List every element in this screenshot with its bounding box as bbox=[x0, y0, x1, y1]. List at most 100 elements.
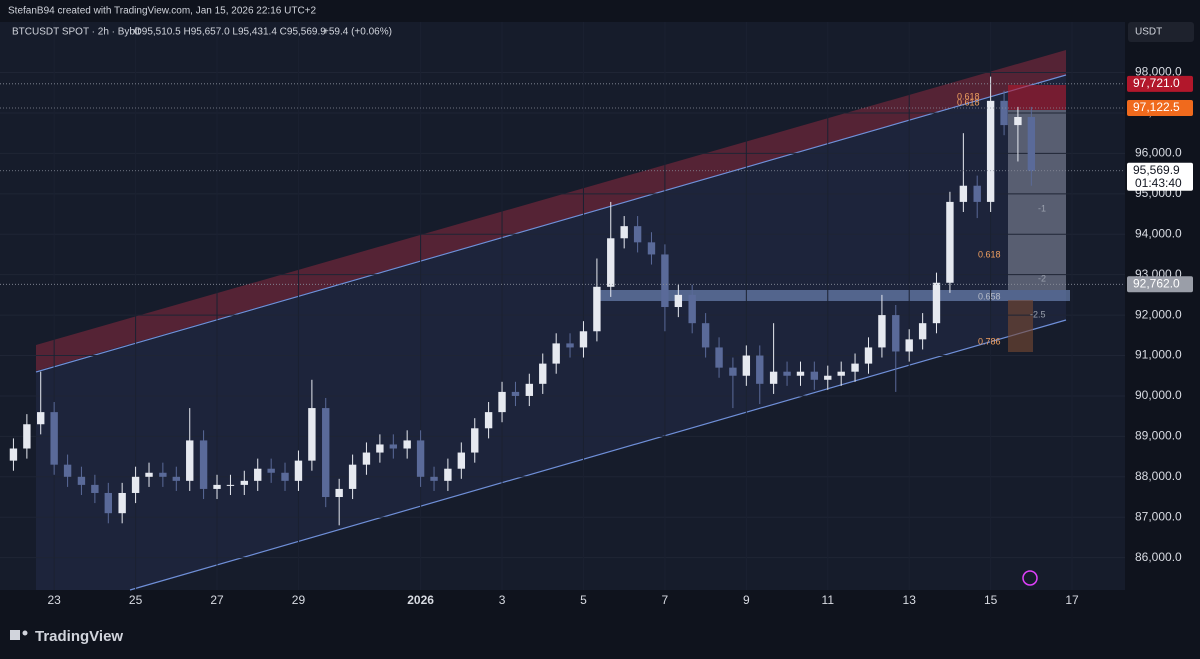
alert-icon[interactable] bbox=[1022, 570, 1038, 586]
channel-top bbox=[35, 74, 1067, 373]
candle-body bbox=[837, 371, 845, 376]
candle bbox=[23, 414, 31, 459]
candle bbox=[1014, 106, 1022, 162]
candle bbox=[824, 365, 832, 390]
candle bbox=[892, 304, 900, 392]
brand: TradingView bbox=[35, 628, 123, 645]
candle-body bbox=[539, 363, 547, 384]
candle bbox=[240, 470, 248, 495]
candle-body bbox=[1000, 100, 1008, 126]
candle-body bbox=[525, 383, 534, 396]
candle bbox=[416, 430, 425, 487]
candle bbox=[498, 381, 506, 423]
candle-body bbox=[864, 347, 873, 364]
candle bbox=[37, 371, 45, 435]
price-axis bbox=[1125, 22, 1200, 600]
channel-bottom bbox=[129, 319, 1067, 591]
candle bbox=[145, 462, 153, 487]
x-tick-label: 11 bbox=[822, 593, 835, 607]
candle bbox=[226, 474, 235, 495]
candle bbox=[294, 450, 303, 491]
currency-box[interactable] bbox=[1128, 22, 1194, 42]
y-tick-label: 98,000.0 bbox=[1135, 65, 1182, 79]
candle-body bbox=[633, 226, 642, 243]
y-tick-label: 90,000.0 bbox=[1135, 388, 1182, 402]
candle-body bbox=[620, 226, 628, 239]
fib-label: 0.618 bbox=[957, 91, 980, 101]
candle bbox=[444, 458, 452, 491]
candle bbox=[104, 482, 113, 524]
candle-body bbox=[254, 468, 262, 481]
fib-label: -2.5 bbox=[1030, 309, 1046, 319]
candle-body bbox=[471, 428, 479, 453]
price-label: 97,122.5 bbox=[1133, 100, 1180, 114]
resistance-band bbox=[36, 50, 1066, 371]
candle bbox=[607, 201, 615, 297]
candle bbox=[810, 361, 819, 390]
fib-label: -2 bbox=[1038, 273, 1046, 283]
fib-label: 0.618 bbox=[978, 249, 1001, 259]
candle bbox=[199, 430, 208, 500]
target-zone bbox=[1008, 110, 1066, 290]
x-tick-label: 17 bbox=[1065, 593, 1079, 607]
candle-body bbox=[145, 472, 153, 477]
candle bbox=[769, 323, 778, 394]
candle bbox=[986, 76, 995, 213]
candle-body bbox=[511, 391, 520, 396]
price-label-box bbox=[1127, 162, 1193, 191]
candle bbox=[77, 466, 86, 495]
candle bbox=[579, 321, 588, 358]
candle bbox=[362, 442, 371, 475]
x-tick-label: 3 bbox=[499, 593, 506, 607]
candle bbox=[308, 379, 316, 471]
candle-body bbox=[579, 331, 588, 348]
candle-body bbox=[50, 412, 58, 465]
candle-body bbox=[946, 201, 954, 283]
y-tick-label: 96,000.0 bbox=[1135, 146, 1182, 160]
candle bbox=[796, 361, 805, 386]
candle-body bbox=[607, 238, 615, 287]
price-label: 95,569.9 bbox=[1133, 163, 1180, 177]
candle-body bbox=[186, 440, 194, 481]
candle-body bbox=[77, 476, 86, 485]
candle bbox=[348, 454, 357, 500]
candle bbox=[742, 345, 751, 386]
candle-body bbox=[647, 242, 656, 255]
candle bbox=[376, 434, 384, 463]
candle-body bbox=[362, 452, 371, 465]
support-zone bbox=[600, 290, 1070, 301]
candle-body bbox=[37, 412, 45, 425]
candle bbox=[91, 474, 99, 504]
candle-body bbox=[810, 371, 819, 380]
candle bbox=[552, 333, 560, 374]
candle bbox=[851, 353, 859, 382]
symbol: BTCUSDT SPOT · 2h · Bybit bbox=[12, 27, 140, 38]
x-tick-label: 23 bbox=[47, 593, 61, 607]
candle-body bbox=[986, 100, 995, 202]
x-tick-label: 9 bbox=[743, 593, 750, 607]
price-label-box bbox=[1127, 100, 1193, 117]
candle bbox=[837, 361, 845, 386]
candle bbox=[959, 133, 968, 213]
candle bbox=[946, 191, 954, 293]
candle bbox=[647, 232, 656, 265]
candle bbox=[756, 345, 764, 405]
candle-body bbox=[756, 355, 764, 384]
candle-body bbox=[376, 444, 384, 453]
candle bbox=[430, 466, 438, 491]
candle-body bbox=[1014, 117, 1022, 126]
candle-body bbox=[281, 472, 289, 481]
candle-body bbox=[118, 492, 126, 514]
candle bbox=[254, 458, 262, 491]
candle-body bbox=[267, 468, 275, 473]
candle-body bbox=[566, 343, 574, 348]
price-label: 97,721.0 bbox=[1133, 76, 1180, 90]
y-tick-label: 88,000.0 bbox=[1135, 469, 1182, 483]
candle-body bbox=[783, 371, 791, 376]
candle bbox=[63, 454, 72, 487]
candle-body bbox=[851, 363, 859, 372]
candle bbox=[281, 462, 289, 491]
candle-body bbox=[892, 315, 900, 352]
candle-body bbox=[199, 440, 208, 489]
